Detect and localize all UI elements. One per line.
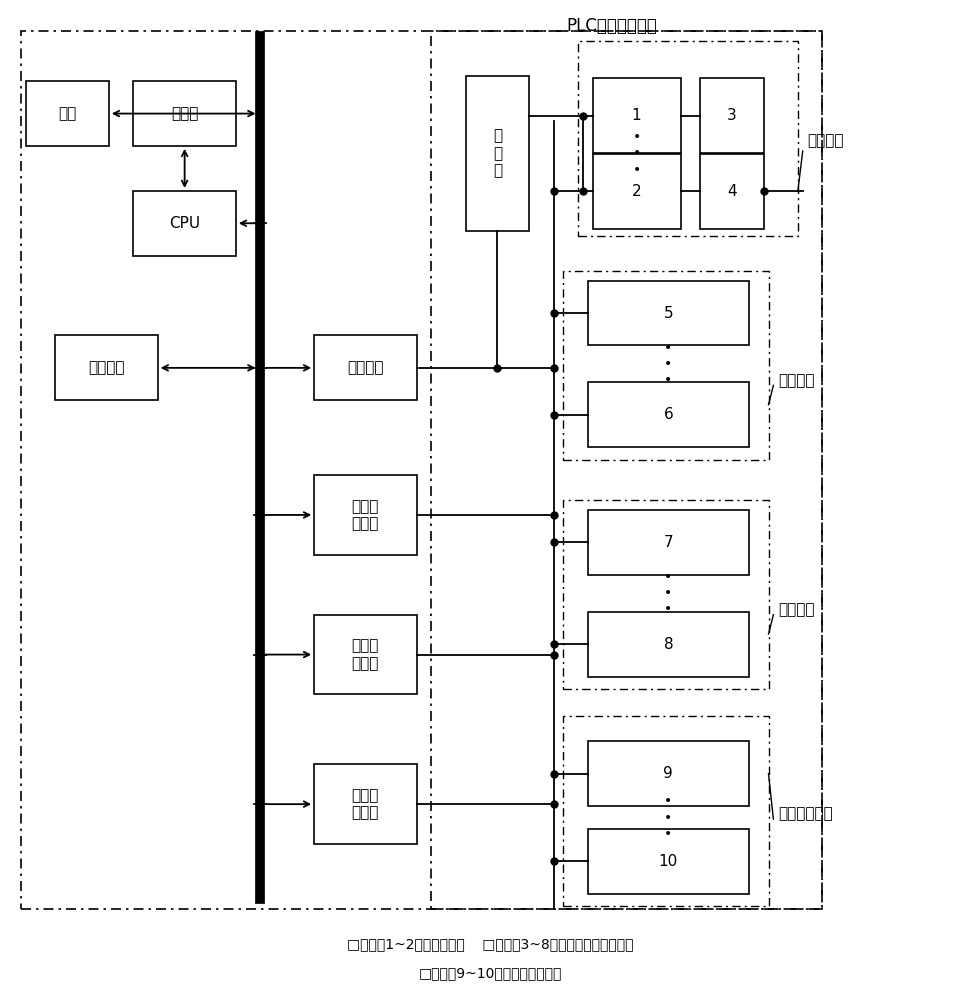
- Text: •
•
•: • • •: [664, 570, 672, 616]
- Bar: [466, 76, 529, 231]
- Text: 存储单元: 存储单元: [88, 360, 124, 375]
- Bar: [25, 81, 109, 146]
- Bar: [588, 612, 749, 677]
- Bar: [55, 335, 158, 400]
- Text: 触
摸
屏: 触 摸 屏: [493, 129, 502, 178]
- Text: 6: 6: [663, 407, 673, 422]
- Bar: [700, 78, 763, 153]
- Text: CPU: CPU: [170, 216, 200, 231]
- Bar: [315, 475, 416, 555]
- Text: 数字输
出单元: 数字输 出单元: [352, 638, 379, 671]
- Bar: [431, 31, 822, 909]
- Text: 数字输
入单元: 数字输 入单元: [352, 499, 379, 531]
- Text: PLC硬件组成结构: PLC硬件组成结构: [566, 17, 658, 35]
- Bar: [593, 78, 680, 153]
- Text: 2: 2: [632, 184, 641, 199]
- Bar: [588, 741, 749, 806]
- Text: 编程器: 编程器: [171, 106, 198, 121]
- Text: •
•
•: • • •: [664, 341, 672, 387]
- Text: 5: 5: [663, 306, 673, 321]
- Bar: [578, 41, 798, 236]
- Text: 电源: 电源: [58, 106, 76, 121]
- Text: •
•
•: • • •: [664, 794, 672, 841]
- Bar: [315, 615, 416, 694]
- Text: 3: 3: [727, 108, 737, 123]
- Text: □标记为9~10代表模拟输入接口: □标记为9~10代表模拟输入接口: [418, 967, 562, 981]
- Bar: [315, 764, 416, 844]
- Text: 模拟输
入单元: 模拟输 入单元: [352, 788, 379, 820]
- Bar: [588, 382, 749, 447]
- Text: □标记为1~2代表通信接口    □标记为3~8代表数字输入输出接口: □标记为1~2代表通信接口 □标记为3~8代表数字输入输出接口: [347, 937, 633, 951]
- Bar: [21, 31, 822, 909]
- Text: 吸干机组: 吸干机组: [778, 602, 814, 617]
- Bar: [315, 335, 416, 400]
- Text: 10: 10: [659, 854, 678, 869]
- Bar: [588, 281, 749, 345]
- Text: 空压机组: 空压机组: [808, 133, 844, 148]
- Text: 8: 8: [663, 637, 673, 652]
- Text: 7: 7: [663, 535, 673, 550]
- Bar: [564, 500, 768, 689]
- Bar: [593, 154, 680, 229]
- Text: 1: 1: [632, 108, 641, 123]
- Bar: [133, 191, 236, 256]
- Bar: [588, 510, 749, 575]
- Bar: [564, 271, 768, 460]
- Bar: [564, 716, 768, 906]
- Text: •
•
•: • • •: [632, 130, 641, 177]
- Bar: [700, 154, 763, 229]
- Text: 压力传感器组: 压力传感器组: [778, 807, 833, 822]
- Text: 9: 9: [663, 766, 673, 781]
- Text: 冷干机组: 冷干机组: [778, 373, 814, 388]
- Bar: [588, 829, 749, 894]
- Text: 通信单元: 通信单元: [347, 360, 383, 375]
- Bar: [133, 81, 236, 146]
- Text: 4: 4: [727, 184, 737, 199]
